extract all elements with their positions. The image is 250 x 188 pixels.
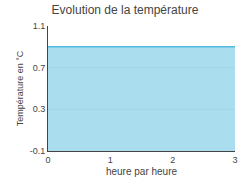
svg-text:0.3: 0.3: [33, 104, 46, 114]
svg-text:1.1: 1.1: [33, 21, 46, 31]
svg-text:0: 0: [45, 155, 50, 165]
svg-text:3: 3: [232, 155, 237, 165]
svg-text:1: 1: [108, 155, 113, 165]
svg-text:2: 2: [170, 155, 175, 165]
svg-text:-0.1: -0.1: [30, 146, 46, 156]
svg-text:Evolution de la température: Evolution de la température: [52, 3, 199, 17]
svg-text:0.7: 0.7: [33, 63, 46, 73]
svg-text:heure par heure: heure par heure: [106, 166, 178, 177]
svg-text:Température en °C: Température en °C: [15, 50, 25, 126]
